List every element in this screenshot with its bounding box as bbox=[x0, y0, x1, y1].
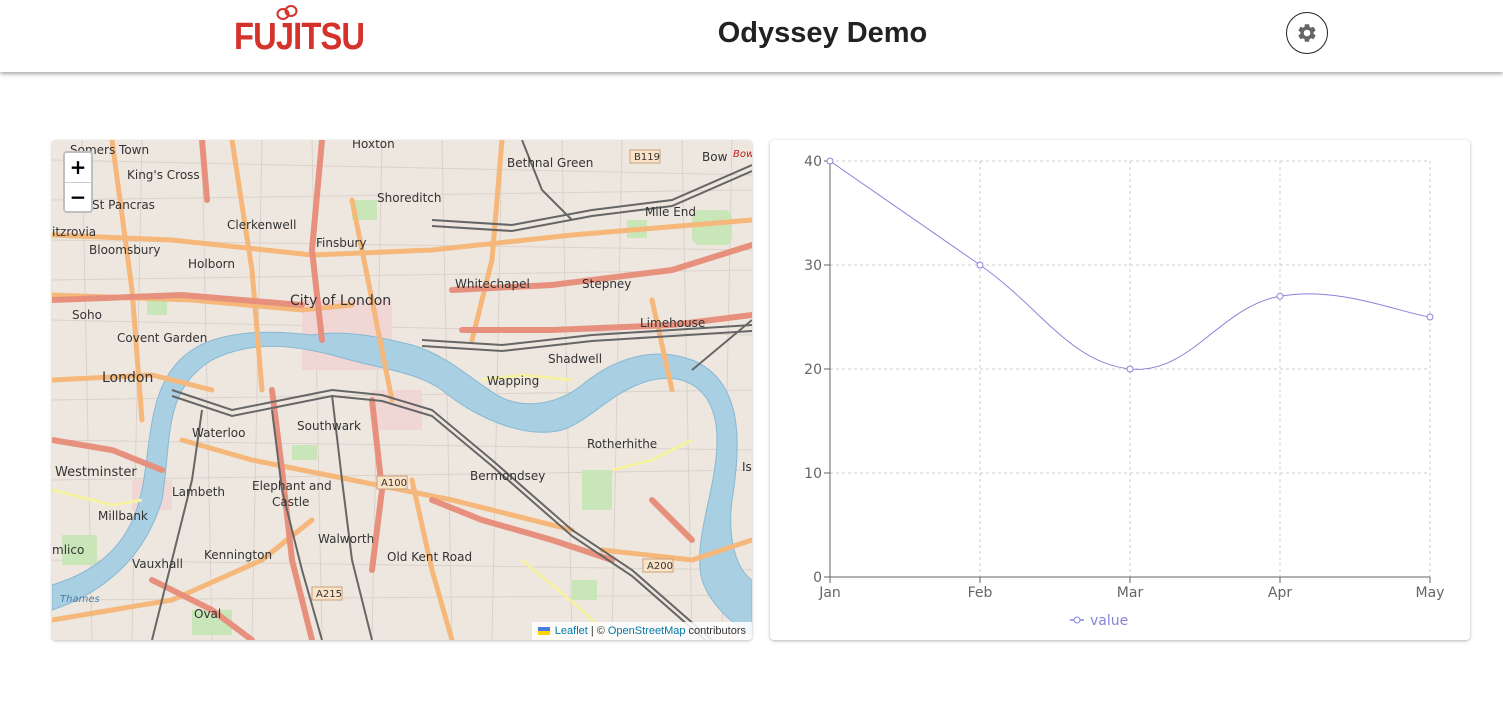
y-tick-label: 10 bbox=[804, 466, 822, 482]
map-label: Mile End bbox=[645, 205, 696, 219]
map-label: Bow bbox=[733, 149, 752, 160]
osm-link[interactable]: OpenStreetMap bbox=[607, 625, 686, 637]
map-label: St Pancras bbox=[92, 198, 155, 212]
x-tick-label: May bbox=[1416, 585, 1445, 601]
map-label: Wapping bbox=[487, 374, 539, 388]
map-label: Old Kent Road bbox=[387, 550, 472, 564]
attribution-suffix: contributors bbox=[688, 625, 746, 637]
y-tick-label: 40 bbox=[804, 154, 822, 170]
data-point bbox=[1126, 365, 1134, 373]
gear-icon bbox=[1298, 24, 1316, 42]
zoom-divider bbox=[65, 182, 91, 183]
map-label: Shadwell bbox=[548, 352, 602, 366]
map-label: Lambeth bbox=[172, 485, 225, 499]
map-panel[interactable]: Somers Town Hoxton Bethnal Green Bow Kin… bbox=[52, 140, 752, 640]
attribution-separator: | © bbox=[590, 625, 605, 637]
road-shield: A100 bbox=[381, 478, 407, 489]
map-label: mlico bbox=[52, 543, 84, 557]
map-label: Castle bbox=[272, 495, 309, 509]
zoom-out-button[interactable]: − bbox=[65, 183, 91, 211]
app-header: FUJITSU Odyssey Demo bbox=[0, 0, 1503, 72]
legend-marker bbox=[1073, 616, 1081, 624]
map-label: Bow bbox=[702, 150, 728, 164]
map-label: Millbank bbox=[98, 509, 148, 523]
data-point bbox=[1276, 292, 1284, 300]
map-label: Clerkenwell bbox=[227, 218, 296, 232]
x-tick-label: Jan bbox=[818, 585, 841, 601]
map-label: itzrovia bbox=[52, 225, 96, 239]
map-label: Bermondsey bbox=[470, 469, 545, 483]
map-label: Vauxhall bbox=[132, 557, 183, 571]
line-chart: 0 10 20 30 40 Jan Feb Mar Apr May value bbox=[804, 154, 1445, 629]
y-tick-label: 0 bbox=[813, 570, 822, 586]
data-point bbox=[976, 261, 984, 269]
fujitsu-infinity-icon bbox=[276, 5, 298, 20]
map-label: Stepney bbox=[582, 277, 631, 291]
map-label: Limehouse bbox=[640, 316, 705, 330]
map-label: Waterloo bbox=[192, 426, 246, 440]
leaflet-link[interactable]: Leaflet bbox=[554, 625, 588, 637]
map-label: Southwark bbox=[297, 419, 361, 433]
map-label: Bethnal Green bbox=[507, 156, 593, 170]
map-label: Whitechapel bbox=[455, 277, 530, 291]
map-label: Holborn bbox=[188, 257, 235, 271]
map-label: Elephant and bbox=[252, 479, 332, 493]
x-tick-label: Apr bbox=[1268, 585, 1292, 601]
ukraine-flag-icon bbox=[537, 627, 550, 635]
road-shield: A200 bbox=[647, 561, 673, 572]
y-tick-label: 30 bbox=[804, 258, 822, 274]
x-tick-label: Mar bbox=[1117, 585, 1144, 601]
map-label: Bloomsbury bbox=[89, 243, 160, 257]
map-label: Oval bbox=[194, 607, 221, 621]
map-label: City of London bbox=[290, 293, 391, 309]
map-label: Thames bbox=[60, 594, 100, 605]
road-shield: B119 bbox=[634, 152, 660, 163]
map-label: Finsbury bbox=[316, 236, 366, 250]
settings-button[interactable] bbox=[1286, 12, 1328, 54]
y-tick-label: 20 bbox=[804, 362, 822, 378]
map-tiles[interactable]: Somers Town Hoxton Bethnal Green Bow Kin… bbox=[52, 140, 752, 640]
map-label: King's Cross bbox=[127, 168, 200, 182]
legend-label: value bbox=[1090, 613, 1128, 629]
map-label: Covent Garden bbox=[117, 331, 207, 345]
map-label: Walworth bbox=[318, 532, 374, 546]
map-label: Is bbox=[742, 460, 752, 474]
map-label: Shoreditch bbox=[377, 191, 441, 205]
map-label: Hoxton bbox=[352, 140, 395, 151]
zoom-in-button[interactable]: + bbox=[65, 153, 91, 182]
chart-panel: 0 10 20 30 40 Jan Feb Mar Apr May value bbox=[770, 140, 1470, 640]
zoom-control: + − bbox=[63, 151, 93, 213]
map-label: Soho bbox=[72, 308, 102, 322]
map-attribution: Leaflet | © OpenStreetMap contributors bbox=[531, 622, 752, 640]
x-tick-label: Feb bbox=[968, 585, 993, 601]
map-label: Rotherhithe bbox=[587, 437, 657, 451]
road-shield: A215 bbox=[316, 589, 342, 600]
map-label: Kennington bbox=[204, 548, 272, 562]
data-point bbox=[1426, 313, 1434, 321]
map-label: London bbox=[102, 370, 153, 386]
page-title: Odyssey Demo bbox=[717, 17, 928, 49]
map-label: Westminster bbox=[55, 465, 137, 480]
fujitsu-logo: FUJITSU bbox=[234, 16, 365, 58]
data-point bbox=[826, 157, 834, 165]
